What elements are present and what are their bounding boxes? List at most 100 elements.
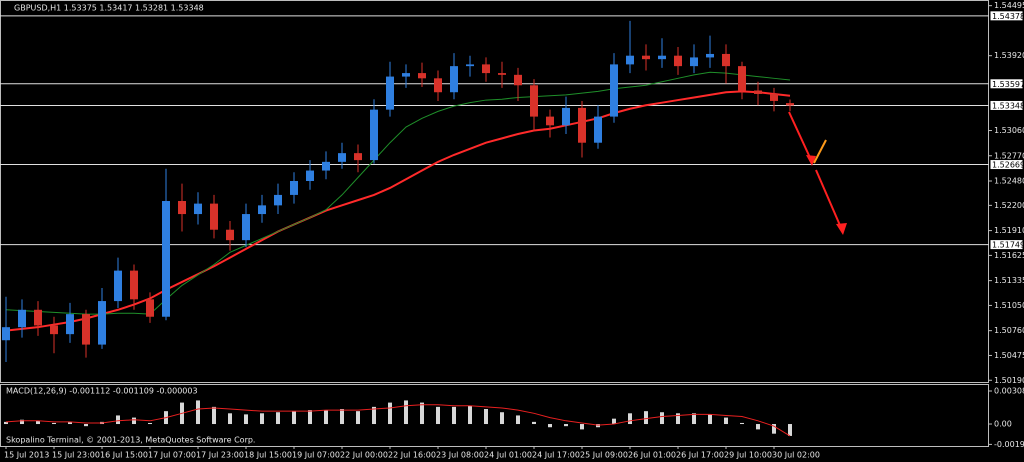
histogram-bar: [372, 406, 376, 425]
candle-body: [418, 73, 426, 79]
candle-body: [274, 194, 282, 206]
candle-body: [386, 76, 394, 110]
histogram-bar: [244, 414, 248, 425]
level-label-box: [989, 239, 1024, 251]
candle-body: [786, 103, 794, 106]
histogram-bar: [132, 417, 136, 425]
y-tick-label: 1.52200: [994, 201, 1024, 210]
y-tick-label: 1.50760: [994, 326, 1024, 335]
histogram-bar: [228, 413, 232, 425]
histogram-bar: [308, 410, 312, 425]
y-tick-label: 1.51050: [994, 301, 1024, 310]
histogram-bar: [452, 406, 456, 425]
candle-body: [242, 214, 250, 241]
x-tick-label: 16 Jul 15:00: [100, 451, 148, 460]
histogram-bar: [676, 413, 680, 425]
level-label: 1.51749: [992, 241, 1024, 250]
candle-body: [562, 107, 570, 126]
histogram-bar: [628, 413, 632, 425]
candle-body: [194, 203, 202, 215]
candle-body: [722, 53, 730, 67]
histogram-bar: [436, 406, 440, 425]
y-tick-label: -0.00190: [994, 440, 1024, 449]
histogram-bar: [580, 424, 584, 430]
histogram-bar: [548, 424, 552, 428]
histogram-bar: [52, 422, 56, 425]
arrow-head: [806, 155, 816, 166]
y-tick-label: 1.52480: [994, 176, 1024, 185]
histogram-bar: [644, 411, 648, 425]
candle-body: [514, 74, 522, 86]
candle-body: [210, 203, 218, 230]
y-tick-label: 1.53920: [994, 51, 1024, 60]
level-label-box: [989, 78, 1024, 90]
y-tick-label: 1.50475: [994, 351, 1024, 360]
x-tick-label: 26 Jul 01:00: [628, 451, 676, 460]
price-frame: [0, 0, 989, 383]
histogram-bar: [692, 413, 696, 425]
histogram-bar: [788, 424, 792, 436]
candle-body: [770, 93, 778, 101]
candle-body: [370, 109, 378, 161]
histogram-bar: [596, 424, 600, 428]
histogram-bar: [148, 422, 152, 425]
candle-body: [18, 309, 26, 328]
x-tick-label: 15 Jul 23:00: [52, 451, 100, 460]
candle-body: [498, 73, 506, 75]
candle-body: [162, 201, 170, 317]
candle-body: [642, 55, 650, 60]
histogram-bar: [276, 412, 280, 425]
histogram-bar: [564, 424, 568, 427]
histogram-bar: [4, 421, 8, 425]
level-label-box: [989, 10, 1024, 22]
histogram-bar: [20, 419, 24, 425]
y-tick-label: 1.52770: [994, 151, 1024, 160]
histogram-bar: [196, 400, 200, 425]
level-label-box: [989, 159, 1024, 171]
candle-body: [706, 53, 714, 58]
macd-frame: [0, 384, 989, 447]
candle-body: [530, 85, 538, 117]
y-tick-label: 1.51335: [994, 276, 1024, 285]
histogram-bar: [500, 412, 504, 425]
candle-body: [434, 78, 442, 93]
x-tick-label: 29 Jul 10:00: [724, 451, 772, 460]
candle-body: [226, 229, 234, 241]
candle-body: [130, 270, 138, 300]
indicator-line: [5, 404, 791, 437]
footer: Skopalino Terminal, © 2001-2013, MetaQuo…: [6, 436, 255, 445]
histogram-bar: [292, 411, 296, 425]
y-tick-label: 0.00308: [994, 387, 1024, 396]
x-tick-label: 30 Jul 02:00: [772, 451, 820, 460]
y-tick-label: 1.54495: [994, 1, 1024, 10]
macd-title: MACD(12,26,9) -0.001112 -0.001109 -0.000…: [6, 387, 198, 396]
histogram-bar: [212, 406, 216, 425]
x-tick-label: 19 Jul 07:00: [292, 451, 340, 460]
y-tick-label: 1.51625: [994, 251, 1024, 260]
histogram-bar: [532, 421, 536, 425]
histogram-bar: [660, 412, 664, 425]
histogram-bar: [404, 400, 408, 425]
histogram-bar: [388, 402, 392, 425]
x-tick-label: 24 Jul 01:00: [484, 451, 532, 460]
candle-body: [754, 90, 762, 94]
y-tick-label: 1.53060: [994, 126, 1024, 135]
histogram-bar: [116, 415, 120, 425]
candle-body: [482, 64, 490, 74]
candle-body: [306, 170, 314, 181]
level-label-box: [989, 99, 1024, 111]
candle-body: [290, 180, 298, 195]
forecast-arrow: [813, 139, 827, 164]
level-label: 1.52669: [992, 161, 1024, 170]
candle-body: [178, 201, 186, 215]
histogram-bar: [340, 409, 344, 425]
indicator-line: [5, 90, 791, 332]
histogram-bar: [84, 424, 88, 427]
candle-body: [82, 314, 90, 345]
candle-body: [98, 301, 106, 345]
histogram-bar: [516, 415, 520, 425]
x-tick-label: 23 Jul 08:00: [436, 451, 484, 460]
candle-body: [578, 107, 586, 143]
candle-body: [658, 55, 666, 60]
histogram-bar: [484, 409, 488, 425]
